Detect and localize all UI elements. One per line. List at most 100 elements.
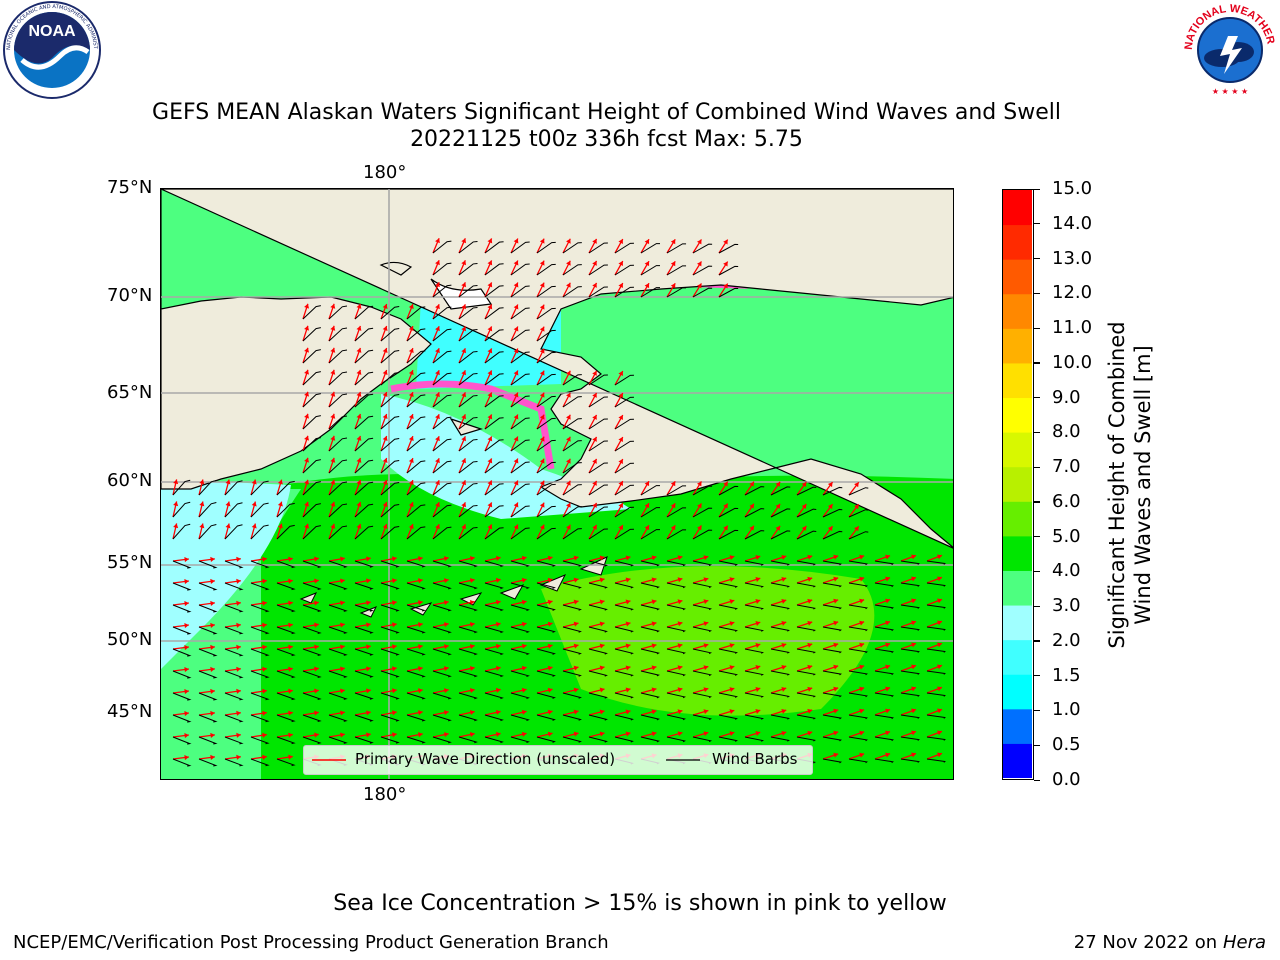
wave-direction-arrowhead [885,620,891,626]
wind-barb [354,349,374,364]
wind-barb [484,417,504,430]
wave-direction-arrowhead [314,600,319,606]
wave-direction-arrowhead [539,436,545,442]
wind-barb [640,265,661,276]
wind-barb [744,508,765,518]
wind-barb [172,523,191,540]
colorbar-tick-label: 12.0 [1052,282,1093,304]
wind-barb [380,350,400,364]
wave-direction-arrowhead [408,414,414,420]
wave-direction-arrowhead [469,621,475,628]
wave-direction-arrowhead [461,458,467,464]
wave-direction-arrowhead [885,752,891,758]
wave-direction-arrowhead [513,392,519,398]
wind-barb [458,306,478,320]
wave-direction-arrowhead [356,369,362,375]
wave-direction-arrowhead [487,370,493,376]
wave-direction-arrowhead [356,391,362,397]
wave-direction-arrowhead [625,555,631,561]
wave-direction-arrowhead [356,523,362,529]
wind-barb [562,484,582,496]
wind-barb [354,626,374,634]
wind-barb [406,714,426,722]
wind-barb [380,560,400,568]
wave-direction-arrowhead [314,644,319,650]
wind-barb [770,560,790,566]
wave-direction-arrowhead [210,754,215,761]
wave-direction-arrowhead [356,457,362,463]
wave-direction-arrowhead [487,392,493,398]
wind-barb [276,604,296,613]
wind-barb [328,692,348,700]
wind-barb [536,417,556,430]
wind-barb [302,648,322,657]
wave-direction-arrowhead [833,752,839,758]
wind-barb [562,626,582,633]
wind-barb [354,582,374,590]
wave-direction-arrowhead [573,709,579,715]
wave-direction-arrowhead [435,370,440,376]
wind-barb [484,373,504,386]
noaa-logo: NOAA NATIONAL OCEANIC AND ATMOSPHERIC AD… [0,0,101,99]
colorbar-tick-mark [1034,223,1040,225]
colorbar-tick-label: 9.0 [1052,386,1081,408]
wave-direction-arrowhead [625,621,631,627]
colorbar-band [1003,674,1032,710]
wind-barb [380,736,400,744]
wave-direction-arrowhead [644,503,650,509]
wind-barb [380,626,400,634]
wave-direction-arrowhead [755,687,761,692]
wave-direction-arrowhead [382,436,388,441]
wind-barb [588,440,608,452]
wind-barb [614,626,634,633]
colorbar-band [1003,708,1032,744]
wave-direction-arrowhead [184,644,189,651]
wind-barb [900,736,920,741]
wind-barb [172,626,192,635]
wave-direction-arrowhead [184,666,189,673]
wave-direction-arrowhead [618,261,623,267]
wind-barb [458,736,478,744]
wave-direction-arrowhead [435,304,440,310]
wave-direction-arrowhead [330,523,336,529]
wave-direction-arrowhead [382,458,388,463]
wind-barb [666,736,686,743]
lon-label-bottom: 180° [363,784,407,805]
wave-direction-arrowhead [382,304,388,309]
wind-barb [796,648,816,654]
wind-barb [510,582,530,590]
wave-direction-arrowhead [592,238,597,244]
wave-direction-arrowhead [755,621,761,626]
wind-barb [328,648,348,656]
wind-barb [328,626,348,634]
colorbar-tick-label: 7.0 [1052,456,1081,478]
wave-direction-arrowhead [755,599,761,604]
wind-barb [536,505,556,518]
wave-direction-arrowhead [521,643,527,649]
wind-barb [458,350,478,364]
wave-direction-arrowhead [859,554,865,560]
colorbar-tick-mark [1034,570,1040,573]
wind-barb [874,670,894,676]
wave-direction-arrowhead [592,502,597,508]
wind-barb [536,439,556,452]
colorbar-tick-mark [1034,605,1040,607]
wave-direction-arrowhead [807,730,813,736]
wind-barb [198,736,218,745]
wave-direction-arrowhead [461,524,467,530]
wave-direction-arrowhead [277,501,283,507]
wind-barb [328,305,348,320]
wave-direction-arrowhead [435,282,440,288]
wind-barb [614,440,634,452]
wave-direction-arrowhead [749,503,754,509]
legend-wave-direction: Primary Wave Direction (unscaled) [355,750,616,768]
wind-barb [666,243,687,254]
wave-direction-arrowhead [356,413,362,419]
wave-direction-arrowhead [184,754,189,761]
wind-barb [692,582,712,589]
wind-barb [796,736,816,742]
wind-barb [796,670,816,676]
wave-direction-arrowhead [937,620,942,626]
wave-direction-arrowhead [599,621,605,627]
wind-barb [562,692,582,699]
